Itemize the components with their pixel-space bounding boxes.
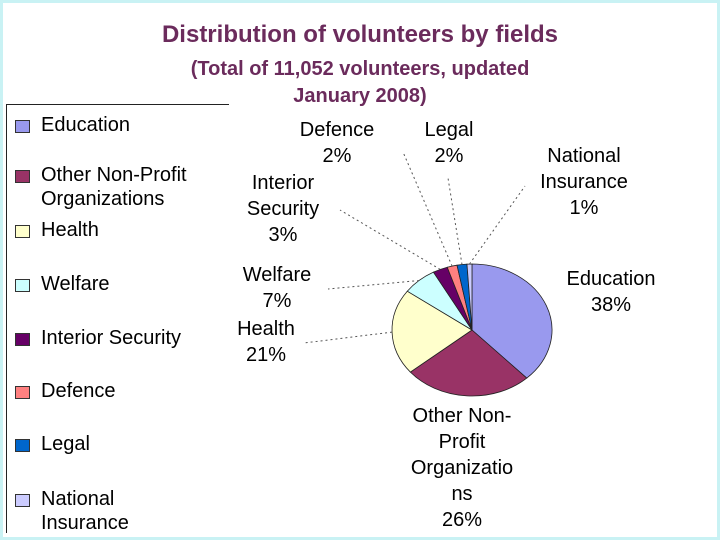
data-label-other-non-profit-organizations: Other Non-Profit Organizatio ns 26%: [411, 405, 513, 531]
data-label-education: Education 38%: [567, 268, 656, 316]
leader-line-interior-security: [339, 209, 441, 270]
leader-line-health: [303, 331, 393, 344]
legend-swatch: [15, 225, 30, 238]
legend-swatch: [15, 170, 30, 183]
legend-swatch: [15, 386, 30, 399]
leader-line-defence: [402, 151, 453, 267]
legend-swatch: [15, 439, 30, 452]
legend-label: Defence: [41, 380, 116, 402]
data-label-health: Health 21%: [237, 318, 295, 366]
legend-label: National Insurance: [41, 488, 129, 534]
data-label-legal: Legal 2%: [425, 119, 474, 167]
subtitle-line-2: January 2008): [293, 85, 427, 107]
leader-line-national-insurance: [469, 185, 526, 265]
legend-swatch: [15, 120, 30, 133]
legend-label: Education: [41, 114, 130, 136]
data-label-national-insurance: National Insurance 1%: [540, 145, 628, 219]
legend-label: Interior Security: [41, 327, 182, 349]
pie-slice-education: [471, 263, 553, 379]
leader-line-welfare: [327, 280, 420, 290]
data-label-defence: Defence 2%: [300, 119, 375, 167]
pie-slice-other-non-profit-organizations: [409, 329, 528, 397]
chart-legend: Education Other Non-Profit Organizations He…: [6, 104, 229, 534]
chart-subtitle: (Total of 11,052 volunteers, updated Jan…: [100, 56, 620, 110]
legend-swatch: [15, 279, 30, 292]
legend-label: Health: [41, 219, 99, 241]
data-label-interior-security: Interior Security 3%: [247, 172, 319, 246]
legend-swatch: [15, 494, 30, 507]
data-label-welfare: Welfare 7%: [243, 264, 312, 312]
chart-title: Distribution of volunteers by fields: [161, 21, 559, 48]
pie-slice-health: [391, 290, 473, 373]
legend-swatch: [15, 333, 30, 346]
leader-line-legal: [447, 177, 463, 265]
subtitle-line-1: (Total of 11,052 volunteers, updated: [190, 58, 530, 80]
legend-label: Welfare: [41, 273, 110, 295]
pie-slice-national-insurance: [466, 263, 473, 331]
legend-label: Other Non-Profit Organizations: [41, 164, 187, 210]
legend-label: Legal: [41, 433, 90, 455]
